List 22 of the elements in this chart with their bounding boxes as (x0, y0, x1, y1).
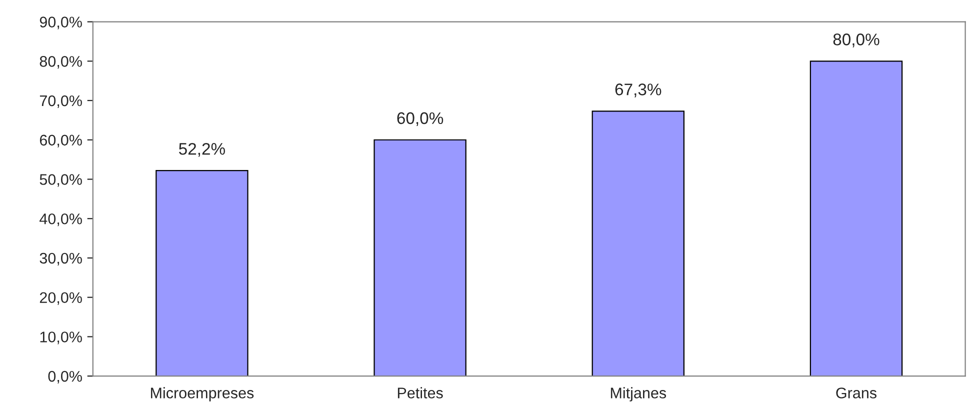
bar (156, 170, 248, 376)
data-label: 67,3% (615, 84, 662, 98)
y-tick-label: 20,0% (40, 292, 82, 305)
x-tick-label: Grans (836, 388, 876, 398)
y-tick-label: 10,0% (40, 332, 82, 344)
y-tick-label: 60,0% (40, 134, 82, 148)
bar (374, 139, 466, 376)
y-tick-label: 0,0% (48, 370, 82, 384)
data-label: 52,2% (178, 142, 225, 157)
x-tick-label: Petites (398, 387, 443, 398)
y-tick-label: 80,0% (40, 56, 82, 69)
data-label: 80,0% (833, 34, 880, 48)
y-tick-label: 50,0% (40, 174, 82, 187)
x-tick-label: Microempreses (151, 387, 254, 402)
y-tick-label: 70,0% (40, 95, 82, 108)
y-tick-label: 90,0% (40, 16, 82, 30)
bar (810, 60, 903, 376)
y-tick-label: 30,0% (40, 252, 82, 266)
bar (592, 110, 684, 376)
x-tick-label: Mitjanes (610, 387, 666, 402)
data-label: 60,0% (397, 112, 444, 126)
y-tick-label: 40,0% (40, 213, 82, 226)
